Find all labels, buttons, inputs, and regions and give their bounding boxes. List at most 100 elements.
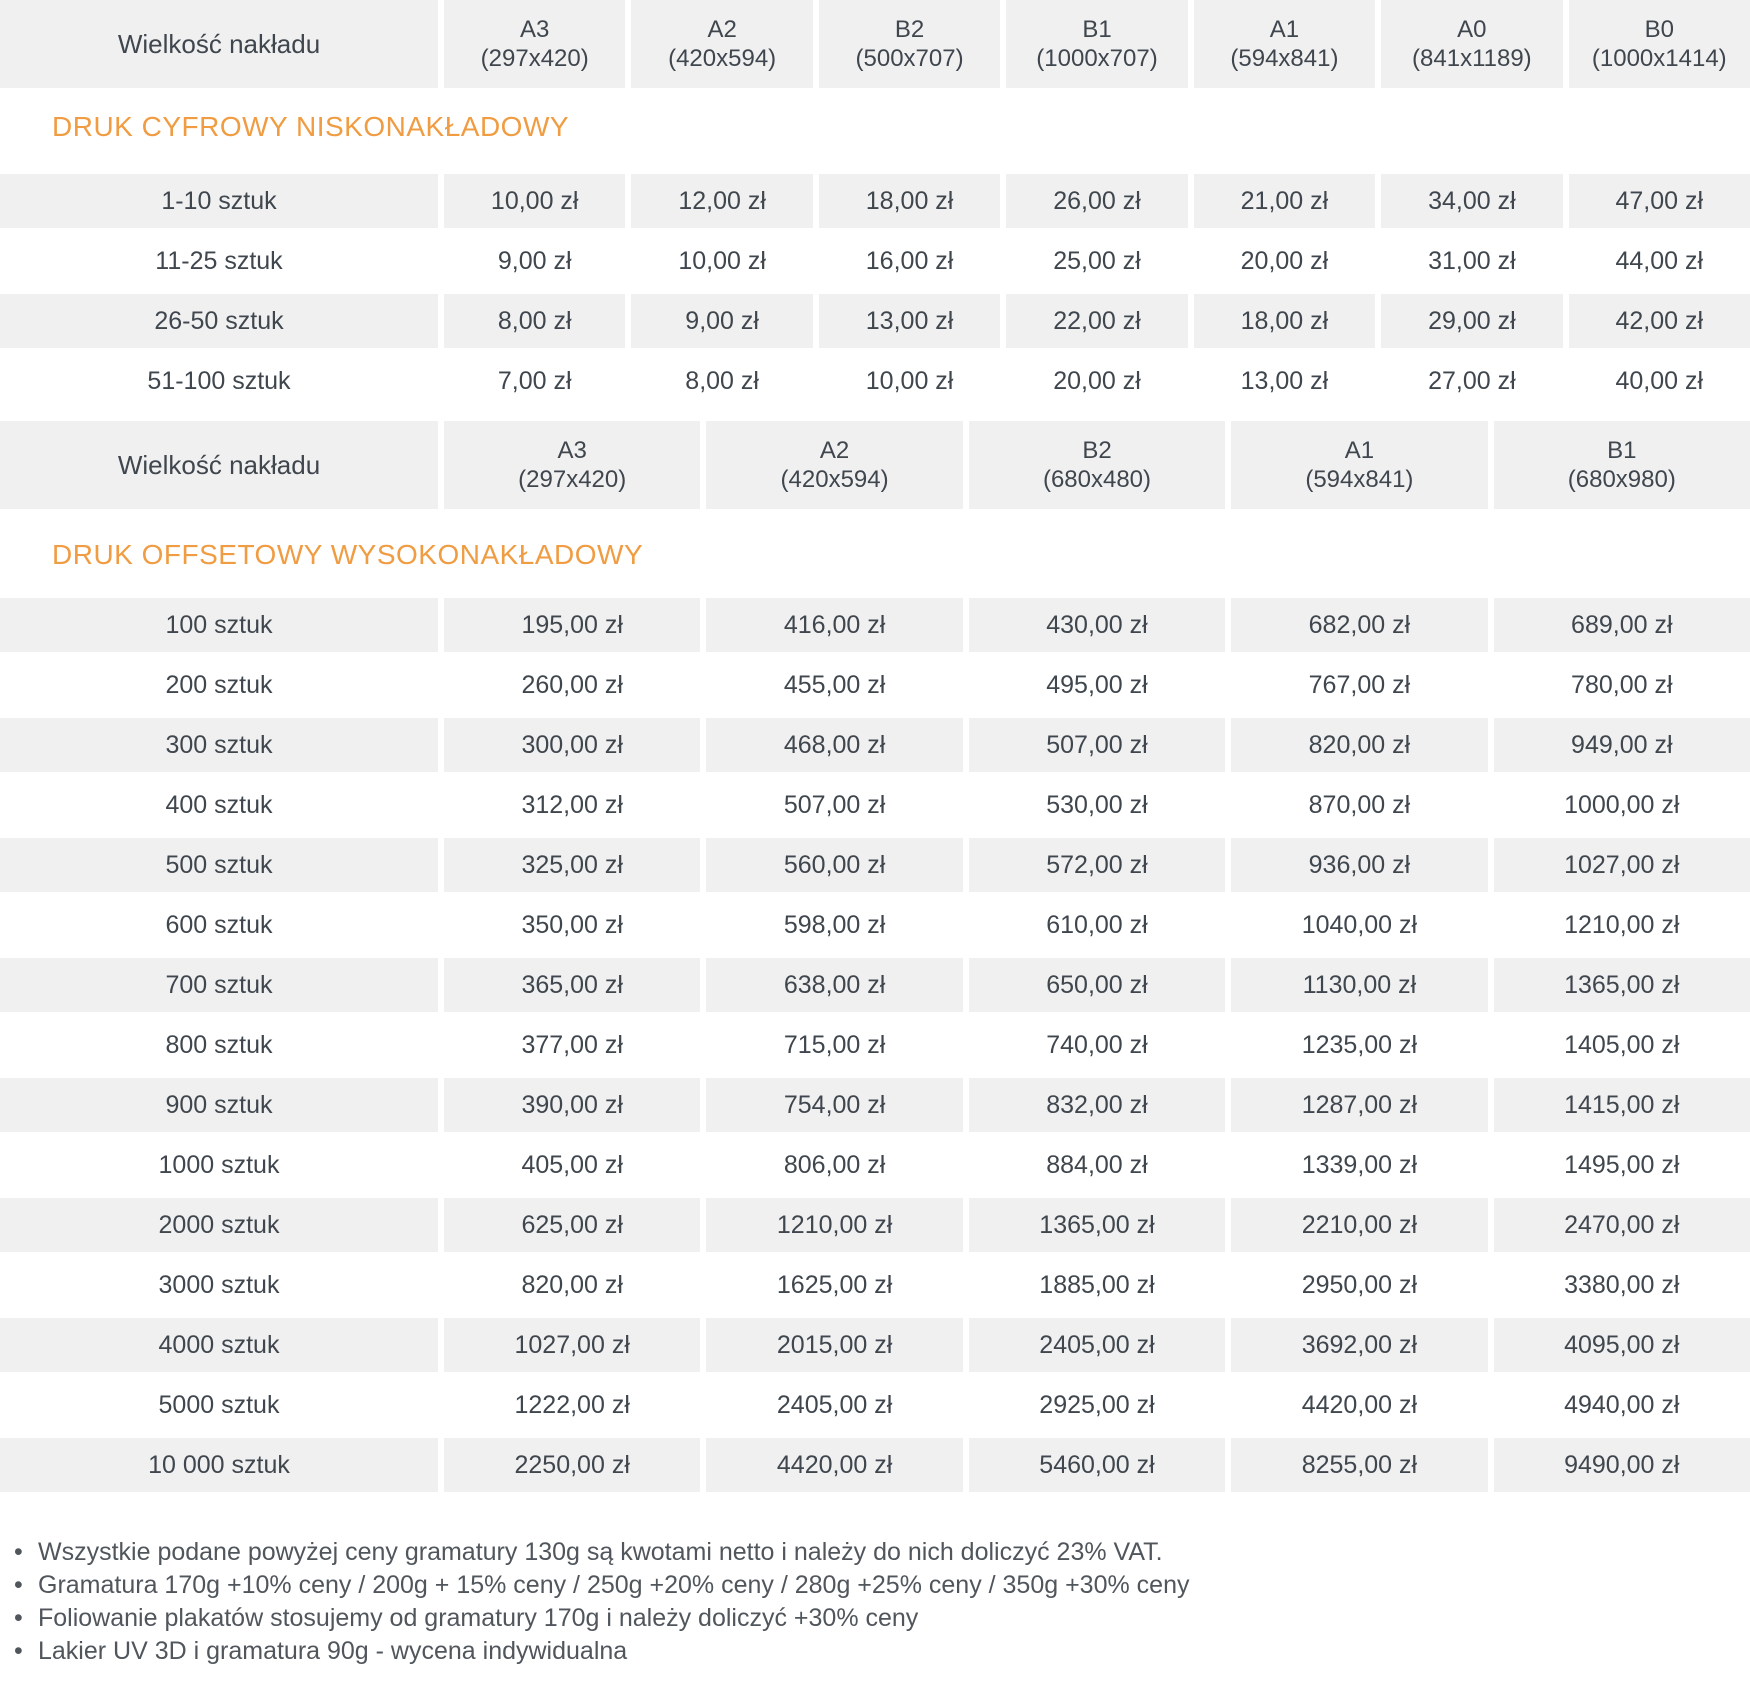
run-size-header: Wielkość nakładu: [0, 421, 438, 509]
price-cell: 312,00 zł: [521, 790, 623, 819]
price-cell: 40,00 zł: [1615, 366, 1704, 395]
price-cell: 195,00 zł: [444, 598, 701, 652]
row-label-cell: 4000 sztuk: [0, 1318, 438, 1372]
price-cell: 25,00 zł: [1053, 246, 1141, 275]
price-cell: 16,00 zł: [865, 246, 954, 275]
size-name: A3: [557, 437, 587, 464]
price-cell: 416,00 zł: [706, 598, 963, 652]
price-cell: 715,00 zł: [783, 1030, 886, 1059]
price-cell: 560,00 zł: [706, 838, 963, 892]
price-cell: 507,00 zł: [968, 718, 1226, 772]
price-cell: 806,00 zł: [783, 1150, 886, 1179]
price-cell: 1027,00 zł: [444, 1318, 701, 1372]
price-cell: 767,00 zł: [1308, 670, 1411, 699]
price-cell: 18,00 zł: [1193, 294, 1376, 348]
price-cell: 4420,00 zł: [1301, 1390, 1418, 1419]
price-cell: 20,00 zł: [1053, 366, 1141, 395]
row-label-cell: 5000 sztuk: [158, 1390, 280, 1419]
row-label-cell: 1000 sztuk: [158, 1150, 280, 1179]
price-cell: 1495,00 zł: [1564, 1150, 1680, 1179]
bullet-icon: •: [14, 1637, 23, 1665]
price-cell: 7,00 zł: [497, 366, 572, 395]
price-cell: 870,00 zł: [1308, 790, 1411, 819]
size-name: B0: [1644, 16, 1674, 43]
size-column-header: A3 (297x420): [444, 0, 626, 88]
note-text: Gramatura 170g +10% ceny / 200g + 15% ce…: [38, 1571, 1190, 1599]
price-cell: 1365,00 zł: [968, 1198, 1226, 1252]
price-cell: 2470,00 zł: [1493, 1198, 1750, 1252]
size-column-header: B2 (500x707): [818, 0, 1001, 88]
notes-list: • Wszystkie podane powyżej ceny gramatury…: [0, 1536, 1750, 1668]
size-column-header: A2 (420x594): [706, 421, 963, 509]
price-cell: 12,00 zł: [631, 174, 813, 228]
row-label-cell: 26-50 sztuk: [0, 294, 438, 348]
price-cell: 1365,00 zł: [1493, 958, 1750, 1012]
price-cell: 1222,00 zł: [514, 1390, 630, 1419]
price-cell: 1625,00 zł: [776, 1270, 893, 1299]
price-cell: 1027,00 zł: [1493, 838, 1750, 892]
size-column-header: A1 (594x841): [1231, 421, 1488, 509]
size-dimensions: (420x594): [780, 466, 889, 493]
size-dimensions: (420x594): [668, 45, 777, 72]
price-cell: 10,00 zł: [444, 174, 626, 228]
price-cell: 1885,00 zł: [1039, 1270, 1155, 1299]
size-name: B1: [1607, 437, 1637, 464]
size-dimensions: (841x1189): [1412, 45, 1532, 72]
note-item: • Foliowanie plakatów stosujemy od gramat…: [14, 1602, 1750, 1635]
row-label-cell: 2000 sztuk: [0, 1198, 438, 1252]
price-cell: 4940,00 zł: [1564, 1390, 1680, 1419]
bullet-icon: •: [14, 1538, 23, 1566]
note-text: Wszystkie podane powyżej ceny gramatury …: [38, 1538, 1163, 1566]
price-cell: 3380,00 zł: [1564, 1270, 1680, 1299]
table-header-row: Wielkość nakładu A3 (297x420) A2 (420x594) B…: [0, 0, 1750, 88]
price-cell: 884,00 zł: [1046, 1150, 1148, 1179]
size-name: A1: [1344, 437, 1375, 464]
row-label-cell: 200 sztuk: [165, 670, 273, 699]
price-cell: 650,00 zł: [968, 958, 1226, 1012]
table-header-row: Wielkość nakładu A3 (297x420) A2 (420x594) B…: [0, 421, 1750, 509]
price-cell: 780,00 zł: [1571, 670, 1673, 699]
price-cell: 820,00 zł: [521, 1270, 623, 1299]
price-cell: 936,00 zł: [1231, 838, 1488, 892]
size-column-header: A3 (297x420): [444, 421, 701, 509]
price-cell: 530,00 zł: [1046, 790, 1148, 819]
price-cell: 365,00 zł: [444, 958, 701, 1012]
price-cell: 2950,00 zł: [1301, 1270, 1418, 1299]
size-dimensions: (1000x1414): [1591, 45, 1727, 72]
size-dimensions: (594x841): [1230, 45, 1339, 72]
price-cell: 598,00 zł: [783, 910, 886, 939]
price-cell: 47,00 zł: [1568, 174, 1750, 228]
size-dimensions: (297x420): [518, 466, 627, 493]
price-cell: 2250,00 zł: [444, 1438, 701, 1492]
note-item: • Gramatura 170g +10% ceny / 200g + 15% c…: [14, 1569, 1750, 1602]
price-cell: 4420,00 zł: [706, 1438, 963, 1492]
price-cell: 5460,00 zł: [968, 1438, 1226, 1492]
size-column-header: B1 (1000x707): [1006, 0, 1188, 88]
size-column-header: B0 (1000x1414): [1568, 0, 1750, 88]
size-column-header: A0 (841x1189): [1381, 0, 1563, 88]
row-label-cell: 11-25 sztuk: [155, 246, 283, 275]
price-cell: 13,00 zł: [818, 294, 1001, 348]
note-item: • Wszystkie podane powyżej ceny gramatury…: [14, 1536, 1750, 1569]
price-cell: 832,00 zł: [968, 1078, 1226, 1132]
table-body: 100 sztuk 195,00 zł 416,00 zł 430,00 zł 682,…: [0, 598, 1750, 1492]
row-label-cell: 800 sztuk: [165, 1030, 273, 1059]
price-cell: 1210,00 zł: [706, 1198, 963, 1252]
price-cell: 2405,00 zł: [968, 1318, 1226, 1372]
price-cell: 1040,00 zł: [1301, 910, 1418, 939]
offset-print-section: Wielkość nakładu A3 (297x420) A2 (420x594) B…: [0, 421, 1750, 1492]
price-cell: 260,00 zł: [521, 670, 623, 699]
price-cell: 27,00 zł: [1428, 366, 1516, 395]
row-label-cell: 600 sztuk: [165, 910, 273, 939]
price-cell: 2210,00 zł: [1231, 1198, 1488, 1252]
size-name: A2: [707, 16, 737, 43]
size-dimensions: (680x480): [1042, 466, 1152, 493]
price-cell: 507,00 zł: [783, 790, 886, 819]
size-dimensions: (594x841): [1305, 466, 1414, 493]
price-cell: 325,00 zł: [444, 838, 701, 892]
price-cell: 820,00 zł: [1231, 718, 1488, 772]
row-label-cell: 900 sztuk: [0, 1078, 438, 1132]
price-cell: 2405,00 zł: [776, 1390, 893, 1419]
row-label-cell: 700 sztuk: [0, 958, 438, 1012]
price-cell: 1235,00 zł: [1301, 1030, 1418, 1059]
